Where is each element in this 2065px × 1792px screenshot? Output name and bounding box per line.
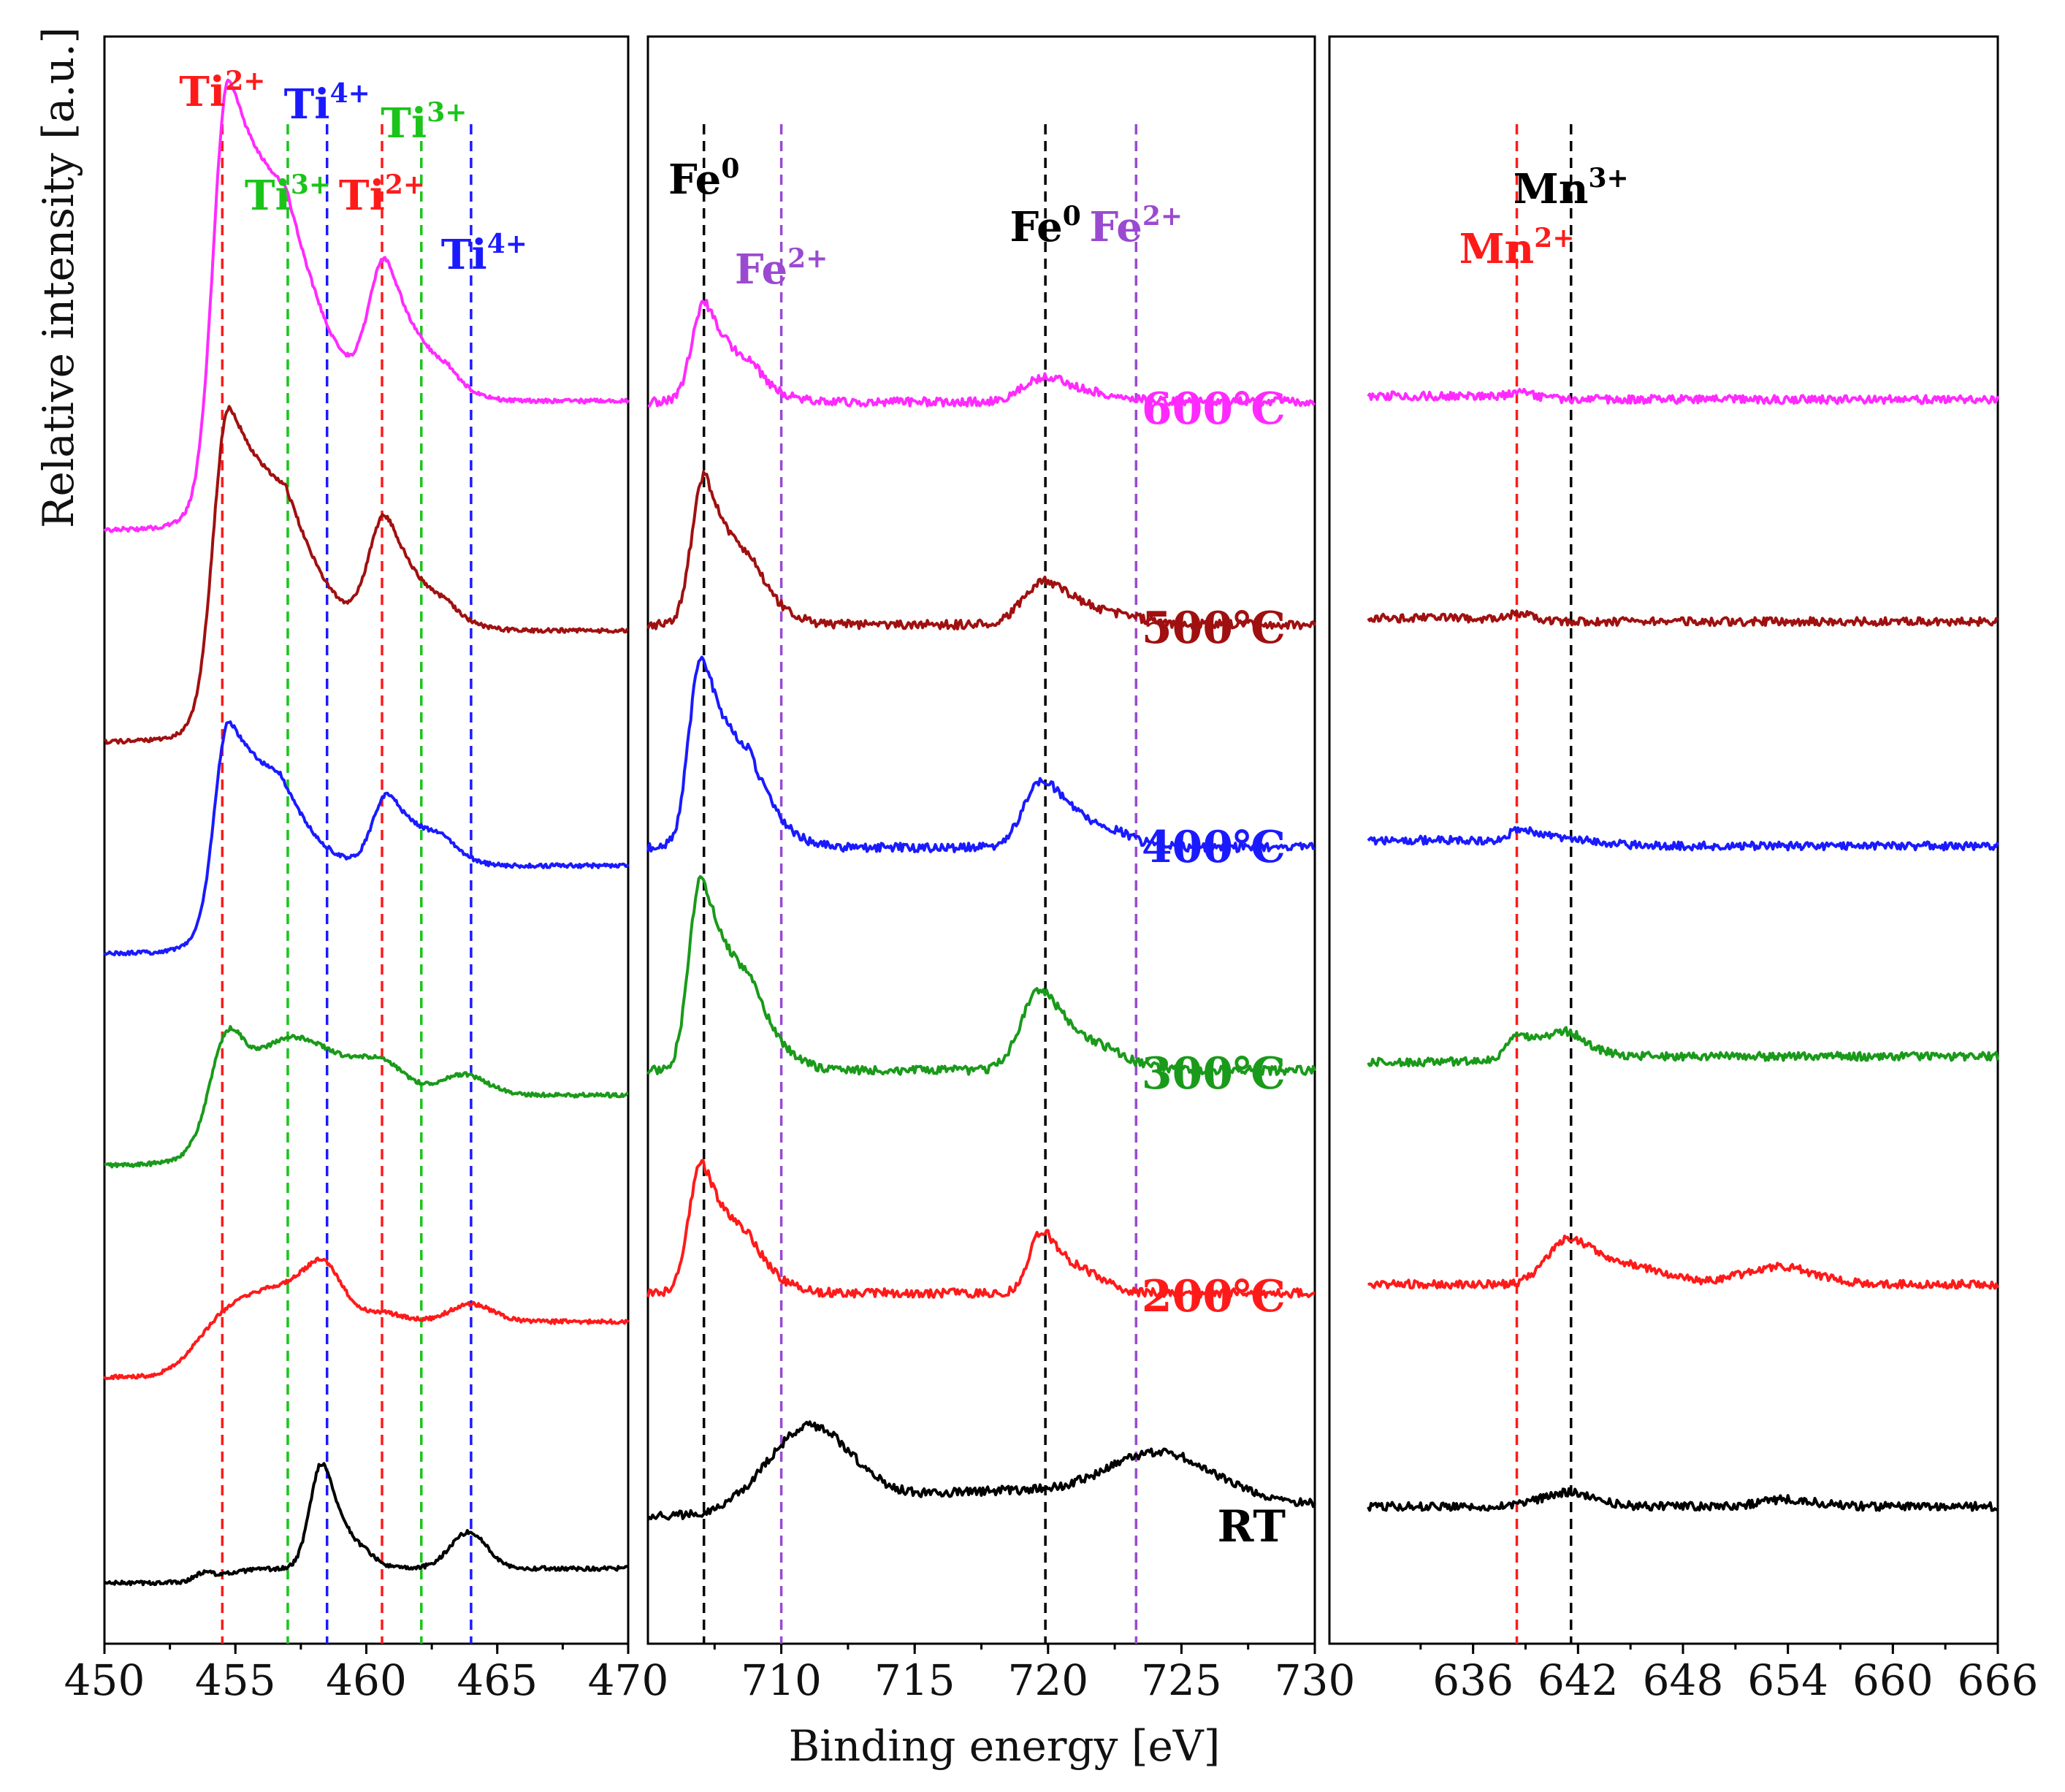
temperature-label: 400℃ xyxy=(1142,822,1286,873)
spectrum-mn-2p-rt xyxy=(1367,1487,1999,1512)
peak-label-element: Mn xyxy=(1459,225,1535,273)
spectrum-fe-2p-200c xyxy=(646,1159,1316,1299)
peak-label: Ti3+ xyxy=(245,169,331,220)
peak-label-element: Fe xyxy=(668,156,721,204)
x-tick-label: 460 xyxy=(326,1655,407,1705)
spectrum-mn-2p-300c xyxy=(1367,1026,1999,1068)
x-tick-label: 636 xyxy=(1432,1655,1514,1705)
peak-label-element: Ti xyxy=(284,80,330,129)
peak-label: Fe0 xyxy=(1009,201,1080,251)
x-tick-label: 642 xyxy=(1538,1655,1619,1705)
peak-label-charge: 3+ xyxy=(1588,163,1628,194)
peak-label-charge: 2+ xyxy=(1142,201,1183,232)
spectrum-ti-2p-200c xyxy=(103,1257,630,1381)
spectrum-mn-2p-600c xyxy=(1367,387,1999,405)
x-tick-label: 450 xyxy=(64,1655,145,1705)
peak-label-charge: 4+ xyxy=(330,78,370,109)
spectrum-ti-2p-300c xyxy=(104,1025,629,1169)
peak-label-charge: 4+ xyxy=(487,229,527,259)
peak-label-element: Mn xyxy=(1514,165,1589,213)
temperature-label: 500℃ xyxy=(1142,603,1286,654)
peak-label-element: Fe xyxy=(1009,203,1062,251)
x-tick-label: 730 xyxy=(1275,1655,1356,1705)
spectrum-fe-2p-300c xyxy=(646,874,1316,1076)
peak-label: Ti2+ xyxy=(179,66,265,116)
spectrum-fe-2p-400c xyxy=(646,655,1316,853)
peak-label-charge: 2+ xyxy=(1534,223,1574,253)
spectrum-ti-2p-600c xyxy=(103,78,630,533)
x-tick-label: 710 xyxy=(741,1655,822,1705)
x-tick-label: 654 xyxy=(1747,1655,1828,1705)
temperature-label: 600℃ xyxy=(1142,384,1286,435)
peak-label-element: Ti xyxy=(441,231,487,279)
temperature-label: 200℃ xyxy=(1142,1271,1286,1322)
spectrum-mn-2p-200c xyxy=(1367,1235,1999,1290)
peak-label: Fe0 xyxy=(668,153,739,204)
peak-label: Ti4+ xyxy=(284,78,370,129)
x-tick-label: 720 xyxy=(1007,1655,1088,1705)
peak-label: Fe2+ xyxy=(1090,201,1183,251)
spectrum-mn-2p-500c xyxy=(1367,609,1999,628)
peak-label-charge: 2+ xyxy=(225,66,265,96)
spectrum-fe-2p-500c xyxy=(646,470,1316,630)
y-axis-label: Relative intensity [a.u.] xyxy=(34,27,83,528)
x-tick-label: 715 xyxy=(874,1655,955,1705)
peak-label: Mn2+ xyxy=(1459,223,1575,273)
x-tick-label: 470 xyxy=(588,1655,669,1705)
panel-frame xyxy=(1328,35,1999,1645)
peak-label: Ti4+ xyxy=(441,229,527,279)
spectrum-ti-2p-rt xyxy=(104,1462,629,1587)
x-tick-label: 666 xyxy=(1958,1655,2039,1705)
x-tick-label: 660 xyxy=(1852,1655,1934,1705)
spectrum-mn-2p-400c xyxy=(1367,826,1999,852)
x-tick-label: 455 xyxy=(195,1655,276,1705)
peak-label: Mn3+ xyxy=(1514,163,1629,213)
temperature-label: RT xyxy=(1218,1501,1286,1552)
spectrum-fe-2p-600c xyxy=(647,299,1316,408)
x-axis-label: Binding energy [eV] xyxy=(789,1721,1221,1771)
peak-label-charge: 3+ xyxy=(291,169,331,200)
x-tick-label: 465 xyxy=(457,1655,538,1705)
peak-label: Ti3+ xyxy=(381,97,467,148)
peak-label-element: Fe xyxy=(1090,203,1142,251)
peak-label: Ti2+ xyxy=(339,169,425,220)
x-tick-label: 725 xyxy=(1141,1655,1222,1705)
spectrum-ti-2p-500c xyxy=(104,405,629,745)
peak-label-element: Fe xyxy=(735,245,787,294)
spectrum-ti-2p-400c xyxy=(103,720,630,957)
peak-label-element: Ti xyxy=(381,99,427,148)
peak-label-charge: 2+ xyxy=(787,243,828,274)
peak-label-element: Ti xyxy=(339,172,385,220)
peak-label-charge: 0 xyxy=(721,153,739,184)
x-tick-label: 648 xyxy=(1643,1655,1724,1705)
peak-label-element: Ti xyxy=(179,68,225,116)
peak-label-charge: 0 xyxy=(1063,201,1081,232)
spectrum-fe-2p-rt xyxy=(646,1420,1316,1521)
peak-label: Fe2+ xyxy=(735,243,828,294)
peak-label-element: Ti xyxy=(245,172,291,220)
peak-label-charge: 2+ xyxy=(385,169,425,200)
temperature-label: 300℃ xyxy=(1142,1048,1286,1099)
peak-label-charge: 3+ xyxy=(427,97,467,128)
